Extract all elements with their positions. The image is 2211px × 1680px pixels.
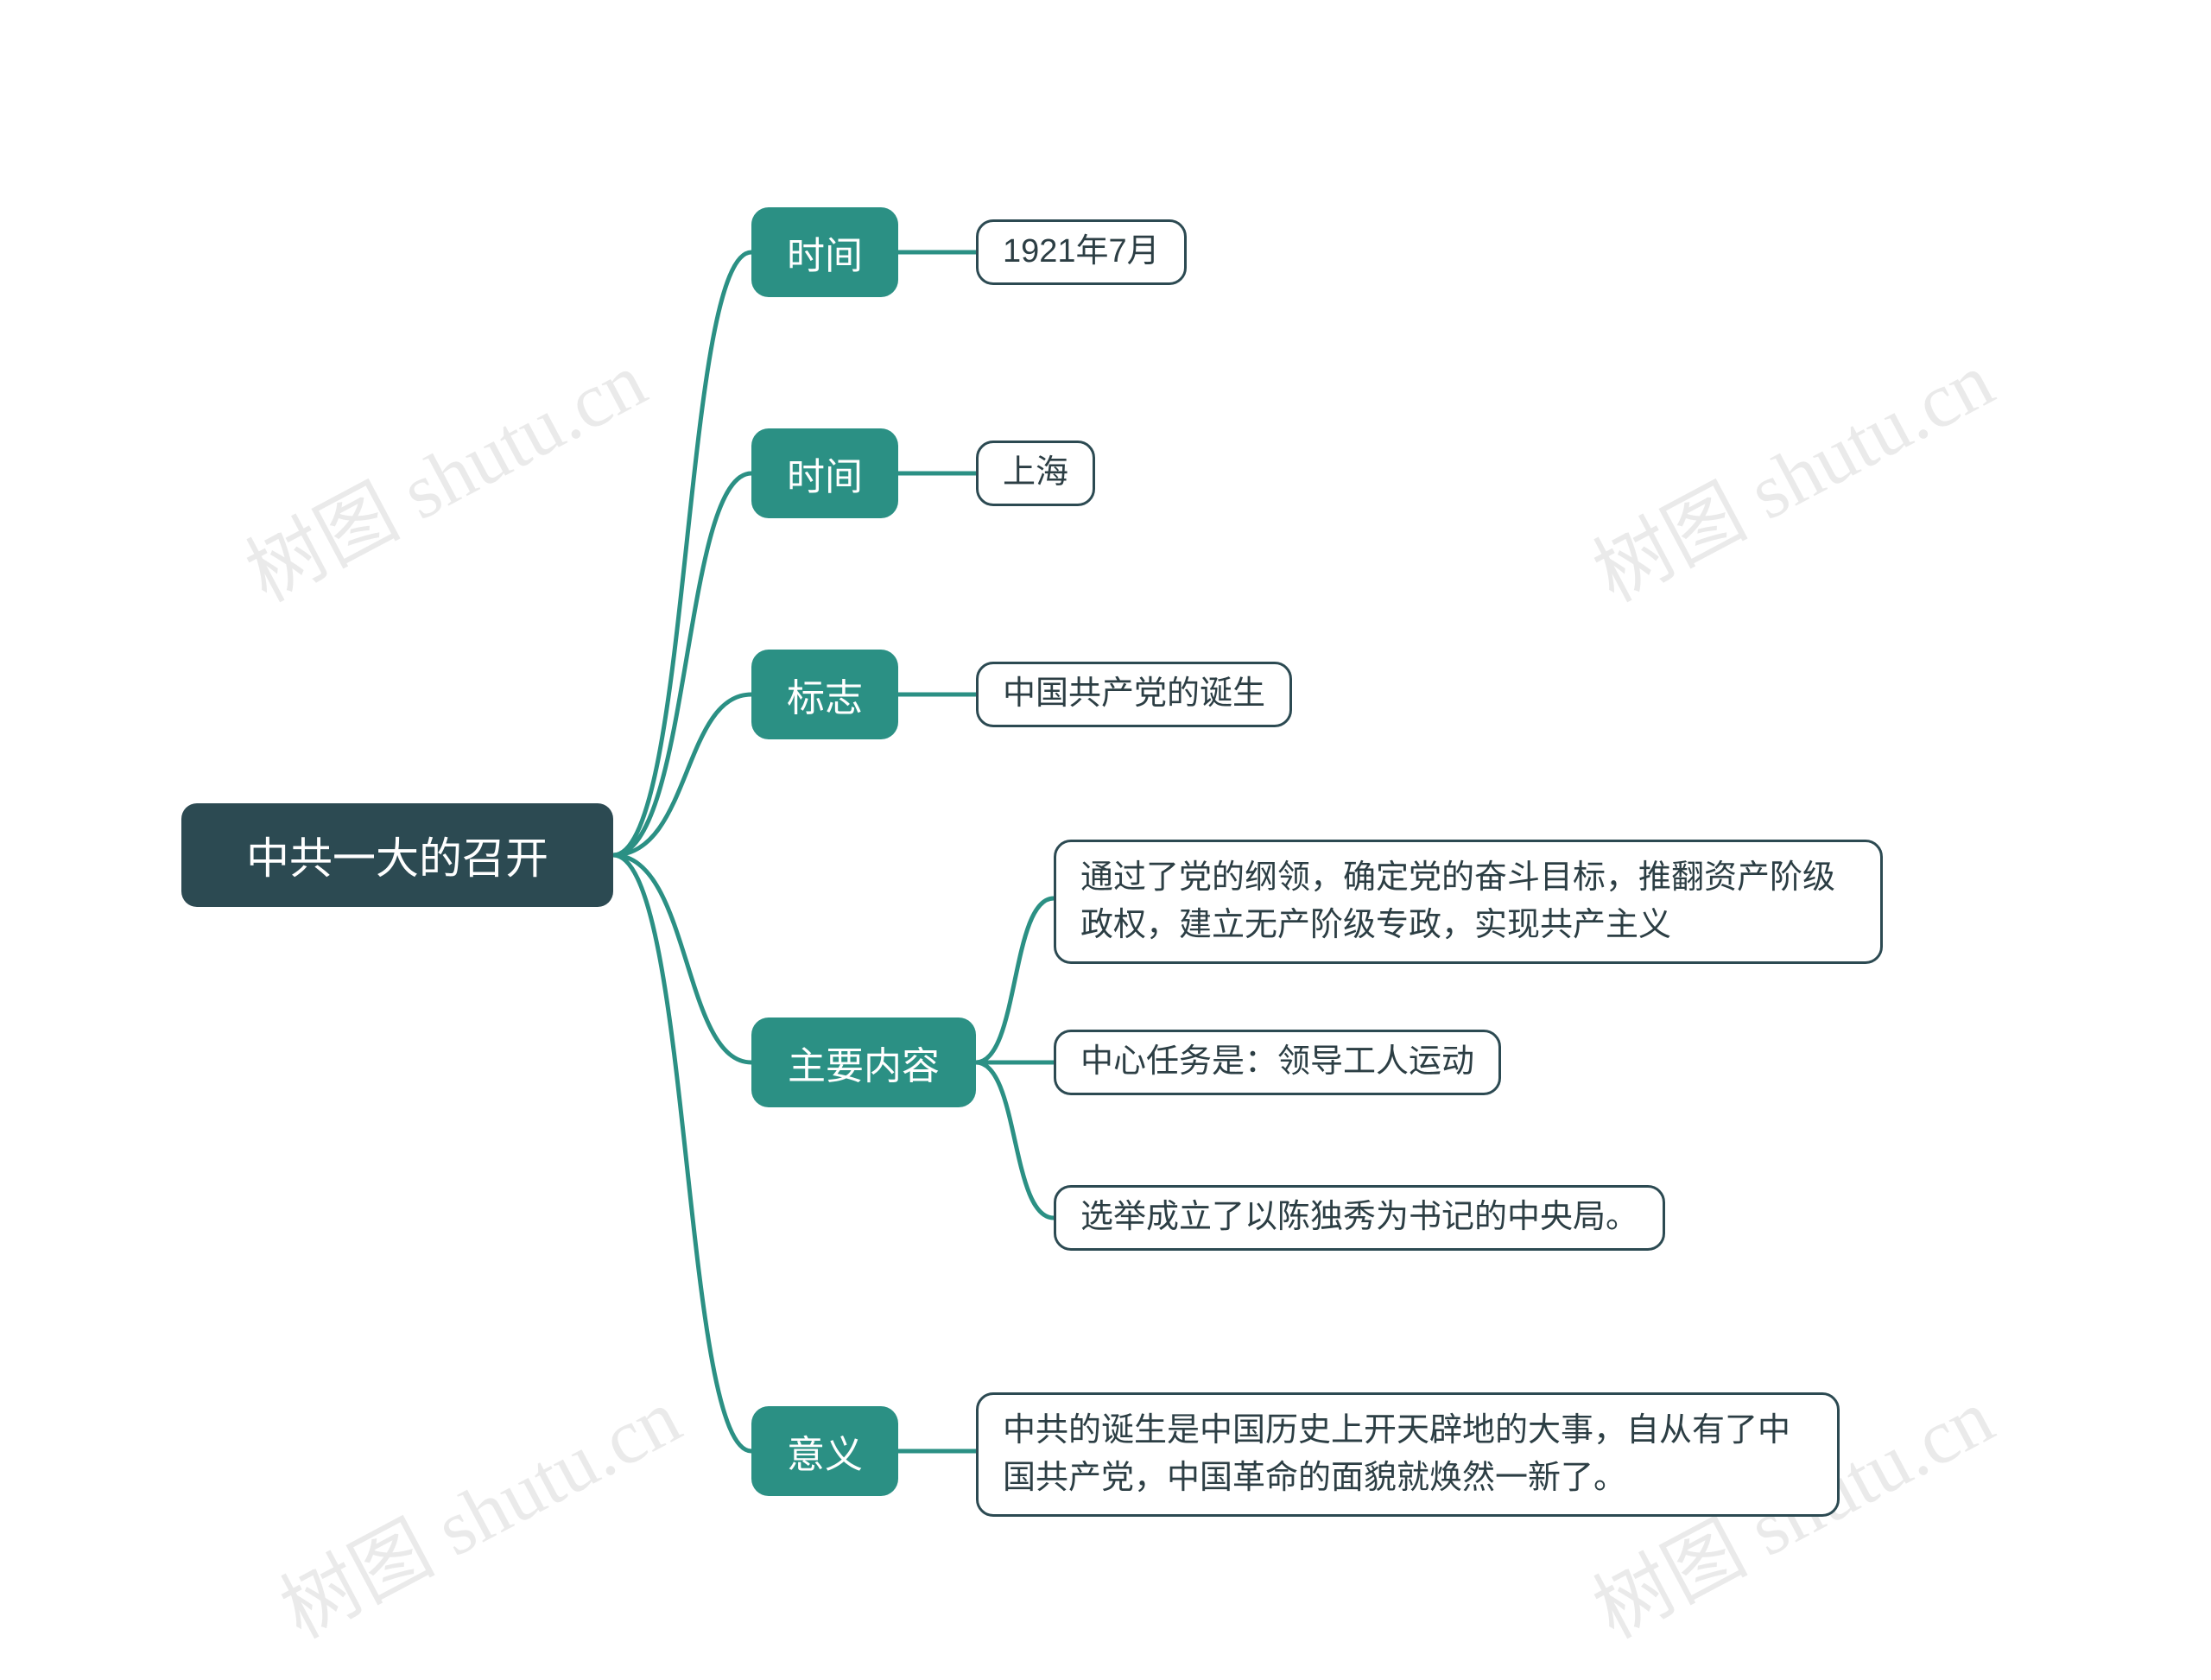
root-label: 中共一大的召开 [246, 824, 548, 886]
branch-node-meaning[interactable]: 意义 [751, 1406, 898, 1496]
leaf-text: 通过了党的纲领，确定党的奋斗目标，推翻资产阶级政权，建立无产阶级专政，实现共产主… [1080, 854, 1856, 949]
leaf-text: 上海 [1003, 449, 1068, 497]
leaf-text: 选举成立了以陈独秀为书记的中央局。 [1080, 1194, 1638, 1241]
branch-label: 标志 [787, 667, 863, 722]
root-node[interactable]: 中共一大的召开 [181, 803, 613, 907]
branch-node-mark[interactable]: 标志 [751, 650, 898, 739]
mindmap-canvas: 树图 shutu.cn 树图 shutu.cn 树图 shutu.cn 树图 s… [0, 0, 2211, 1680]
leaf-text: 中国共产党的诞生 [1003, 670, 1265, 718]
leaf-node[interactable]: 中共的诞生是中国历史上开天辟地的大事，自从有了中国共产党，中国革命的面貌就焕然一… [976, 1392, 1840, 1517]
leaf-text: 中心任务是：领导工人运动 [1080, 1038, 1474, 1086]
branch-label: 时间 [787, 225, 863, 280]
branch-node-time2[interactable]: 时间 [751, 428, 898, 518]
watermark: 树图 shutu.cn [224, 319, 662, 623]
branch-label: 时间 [787, 446, 863, 501]
watermark: 树图 shutu.cn [258, 1355, 696, 1659]
leaf-text: 1921年7月 [1003, 228, 1160, 276]
leaf-node[interactable]: 上海 [976, 441, 1095, 506]
branch-label: 意义 [787, 1423, 863, 1479]
leaf-text: 中共的诞生是中国历史上开天辟地的大事，自从有了中国共产党，中国革命的面貌就焕然一… [1003, 1407, 1813, 1502]
leaf-node[interactable]: 中国共产党的诞生 [976, 662, 1292, 727]
leaf-node[interactable]: 通过了党的纲领，确定党的奋斗目标，推翻资产阶级政权，建立无产阶级专政，实现共产主… [1054, 840, 1883, 964]
watermark: 树图 shutu.cn [1571, 319, 2009, 623]
leaf-node[interactable]: 1921年7月 [976, 219, 1187, 285]
leaf-node[interactable]: 选举成立了以陈独秀为书记的中央局。 [1054, 1185, 1665, 1251]
branch-label: 主要内容 [788, 1035, 940, 1090]
branch-node-content[interactable]: 主要内容 [751, 1018, 976, 1107]
branch-node-time1[interactable]: 时间 [751, 207, 898, 297]
leaf-node[interactable]: 中心任务是：领导工人运动 [1054, 1030, 1501, 1095]
